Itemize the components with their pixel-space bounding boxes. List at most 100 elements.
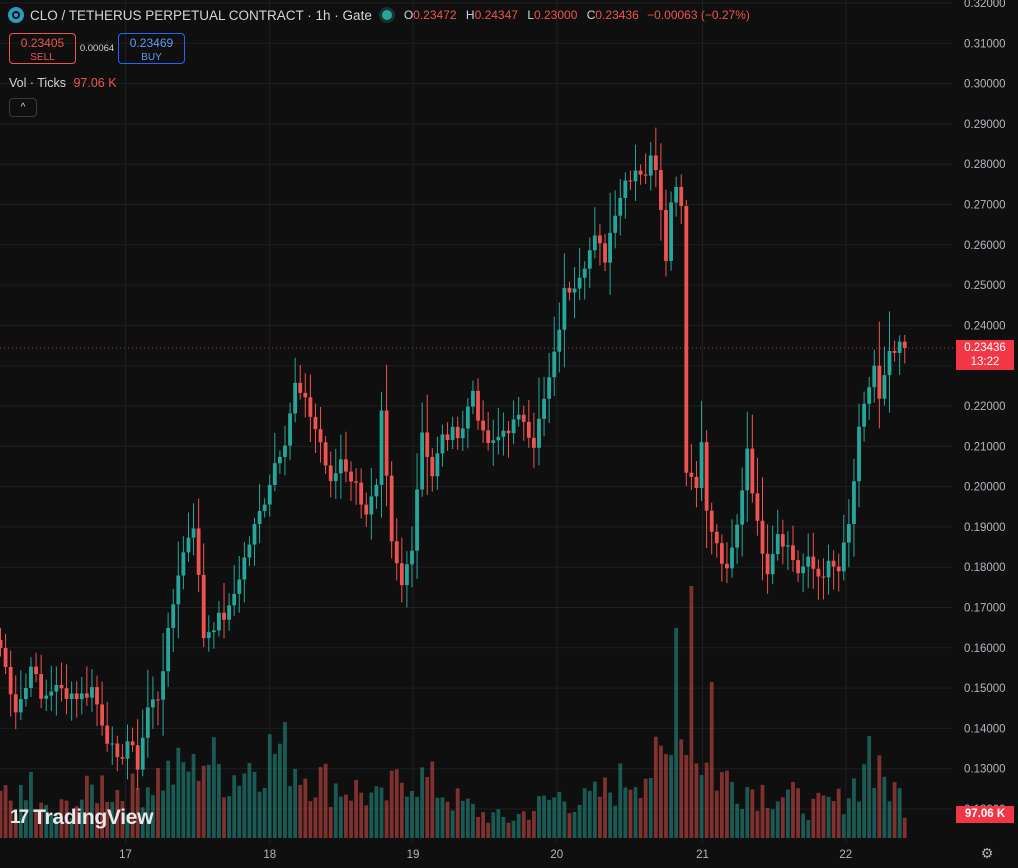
candle-body [110,743,115,745]
candle [496,407,501,455]
volume-bar [278,743,282,838]
candle-body [648,155,653,176]
candle-body [664,209,668,261]
candle-body [349,471,353,482]
volume-bar [313,797,318,838]
candle [283,425,287,476]
volume-bar [359,792,364,838]
price-axis-label: 0.32000 [964,0,1006,10]
candle [450,416,455,450]
candle [151,676,155,729]
volume-bar [176,747,181,838]
candle-body [267,485,272,505]
candle [156,691,160,726]
candle [664,189,668,277]
candle [857,403,861,508]
volume-bar [440,797,445,838]
last-price-tag: 0.23436 13:22 [956,340,1014,370]
candle-body [415,489,419,551]
sell-button[interactable]: 0.23405 SELL [9,33,76,64]
candle-body [638,170,643,175]
volume-legend[interactable]: Vol · Ticks 97.06 K [9,76,117,90]
volume-bar [618,763,623,838]
volume-bar [196,780,201,838]
volume-bar [344,794,348,838]
candle [420,402,425,497]
volume-bar [567,813,572,838]
candle [374,478,379,509]
candle [318,407,323,463]
volume-bar [44,804,49,838]
candle [542,376,546,437]
candle-body [303,392,308,398]
volume-bar [232,775,237,838]
candle-body [521,414,526,422]
candle-body [592,235,597,251]
volume-bar [64,800,69,838]
collapse-legend-button[interactable]: ^ [9,98,37,117]
volume-bar [750,789,755,838]
candle-body [95,687,99,705]
volume-bar [791,781,795,838]
candle-body [39,673,44,699]
candle-body [481,420,485,431]
volume-bar [435,797,440,838]
time-axis-label: 20 [550,849,563,861]
volume-bar [394,769,399,838]
candle-body [735,524,739,548]
candle-body [506,430,511,434]
candle-body [801,566,806,574]
settings-gear-icon[interactable]: ⚙ [980,845,994,861]
volume-bar [333,783,338,838]
volume-bar [95,803,99,838]
candle [323,435,328,475]
candle-body [770,554,775,575]
price-axis-label: 0.26000 [964,240,1006,252]
volume-bar [633,787,638,838]
price-axis-label: 0.21000 [964,441,1006,453]
candle-body [217,612,221,631]
volume-bar [613,805,618,838]
candle [242,541,247,603]
ohlc-readout: O0.23472 H0.24347 L0.23000 C0.23436 −0.0… [404,8,750,22]
candle [349,461,353,502]
volume-bar [384,800,389,838]
volume-bar [532,810,536,838]
candle [653,127,658,188]
symbol-title[interactable]: CLO / TETHERUS PERPETUAL CONTRACT · 1h ·… [30,7,372,23]
candle-body [603,243,607,263]
candle [587,237,592,289]
volume-bar [323,763,328,838]
candle [217,600,221,637]
candle-body [836,566,841,572]
price-axis-label: 0.17000 [964,603,1006,615]
candle [745,411,750,523]
volume-bar [816,792,821,838]
volume-bar [719,772,724,838]
price-axis-label: 0.24000 [964,320,1006,332]
volume-bar [247,762,252,838]
candle [166,612,171,688]
candle-body [181,552,186,576]
symbol-header: CLO / TETHERUS PERPETUAL CONTRACT · 1h ·… [8,7,750,23]
tradingview-logo[interactable]: 17 TradingView [10,806,153,830]
candle-body [613,215,618,233]
candle-body [186,537,191,553]
volume-bar [156,768,160,838]
candle-body [435,453,440,477]
volume-bar [857,801,861,838]
volume-bar [831,801,836,838]
candle [115,735,120,772]
candle [140,709,145,777]
candle [841,514,846,581]
candle [714,524,719,558]
buy-button[interactable]: 0.23469 BUY [118,33,185,64]
candle-body [18,699,23,713]
volume-bar [577,804,582,838]
candle-body [476,390,480,421]
volume-bar [0,790,3,838]
candle [333,448,338,499]
candle [191,503,196,556]
candle [460,410,465,452]
